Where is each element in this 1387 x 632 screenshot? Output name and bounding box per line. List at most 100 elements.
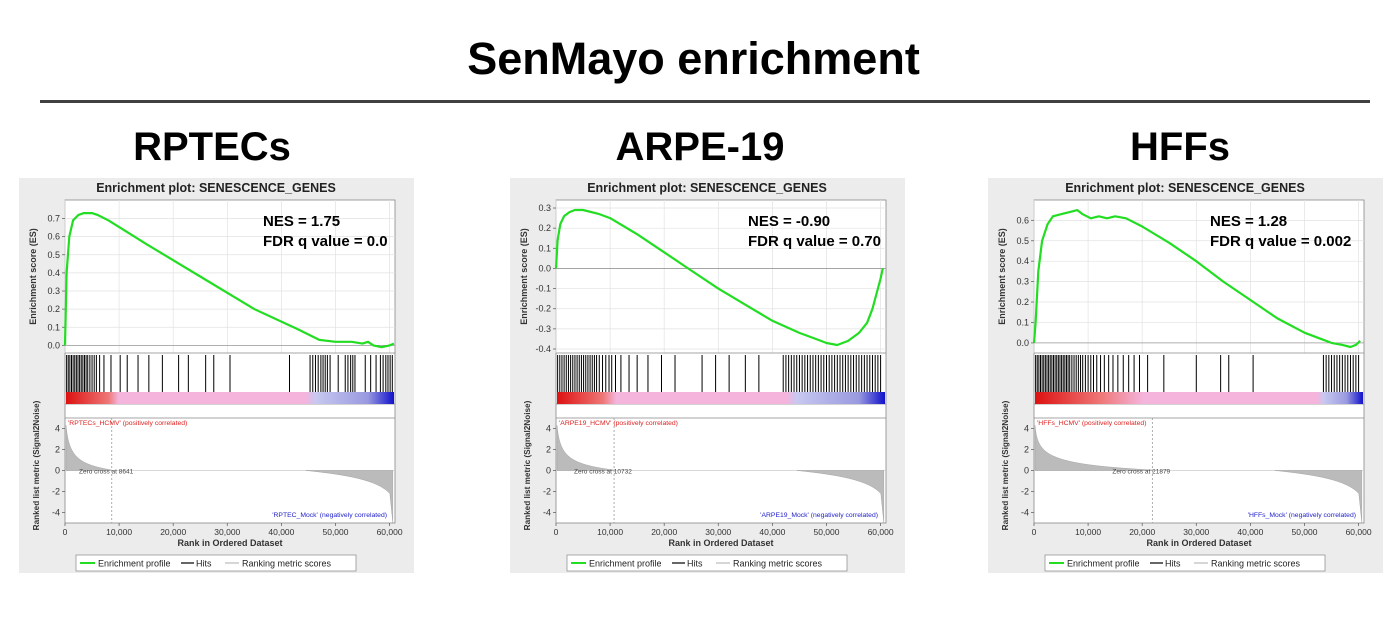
legend-label-metric: Ranking metric scores — [1211, 559, 1301, 569]
zero-cross-label: Zero cross at 21879 — [1112, 469, 1170, 476]
xtick-label: 40,000 — [1237, 527, 1263, 537]
xtick-label: 10,000 — [1075, 527, 1101, 537]
es-ylabel: Enrichment score (ES) — [997, 228, 1007, 325]
zero-cross-label: Zero cross at 10732 — [574, 469, 632, 476]
positive-correlation-label: 'RPTECs_HCMV' (positively correlated) — [68, 420, 187, 427]
xtick-label: 30,000 — [1183, 527, 1209, 537]
rank-color-bar — [66, 392, 394, 404]
metric-ytick-label: 0 — [1024, 466, 1029, 476]
xtick-label: 30,000 — [705, 527, 731, 537]
es-ytick-label: -0.4 — [535, 344, 551, 354]
es-ytick-label: -0.1 — [535, 284, 551, 294]
positive-correlation-label: 'ARPE19_HCMV' (positively correlated) — [559, 420, 678, 427]
es-ytick-label: 0.3 — [538, 203, 551, 213]
xtick-label: 20,000 — [1129, 527, 1155, 537]
es-ytick-label: 0.0 — [47, 340, 60, 350]
xtick-label: 20,000 — [651, 527, 677, 537]
es-ytick-label: 0.3 — [47, 286, 60, 296]
gsea-plot-arpe19: Enrichment plot: SENESCENCE_GENES 0.3 0.2 0… — [519, 181, 894, 572]
metric-ytick-label: 4 — [1024, 424, 1029, 434]
plot-area — [555, 199, 887, 524]
legend-label-hits: Hits — [687, 559, 703, 569]
nes-label: NES = -0.90 — [748, 213, 831, 230]
xlabel: Rank in Ordered Dataset — [177, 538, 282, 548]
chart-title: Enrichment plot: SENESCENCE_GENES — [1065, 181, 1305, 195]
stats-hffs: NES = 1.28 FDR q value = 0.002 — [1210, 212, 1351, 252]
cell-title-arpe19: ARPE-19 — [615, 125, 785, 169]
cell-title-rptecs: RPTECs — [133, 125, 291, 169]
metric-ylabel: Ranked list metric (Signal2Noise) — [1001, 400, 1010, 530]
enrichment-profile-line — [63, 211, 395, 349]
fdr-label: FDR q value = 0.002 — [1210, 233, 1352, 250]
xlabel: Rank in Ordered Dataset — [1146, 538, 1251, 548]
metric-area-negative — [305, 470, 394, 524]
xtick-label: 40,000 — [268, 527, 294, 537]
metric-area-negative — [796, 470, 885, 524]
es-ytick-label: 0.1 — [1016, 317, 1029, 327]
legend-label-enrichment: Enrichment profile — [1067, 559, 1140, 569]
enrichment-profile-line — [1032, 208, 1361, 349]
negative-correlation-label: 'HFFs_Mock' (negatively correlated) — [1248, 512, 1356, 519]
rank-color-bar — [557, 392, 885, 404]
gsea-plot-hffs: Enrichment plot: SENESCENCE_GENES 0.0 0.1 0… — [997, 181, 1372, 572]
es-ytick-label: 0.5 — [47, 250, 60, 260]
xtick-label: 20,000 — [160, 527, 186, 537]
es-ytick-label: 0.5 — [1016, 236, 1029, 246]
nes-label: NES = 1.75 — [263, 213, 341, 230]
rank-color-bar — [1035, 392, 1363, 404]
gsea-panel-hffs: Enrichment plot: SENESCENCE_GENES 0.0 0.1 0… — [988, 178, 1383, 573]
es-ytick-label: 0.1 — [538, 243, 551, 253]
xtick-label: 50,000 — [1291, 527, 1317, 537]
metric-ytick-label: 0 — [55, 466, 60, 476]
metric-area-negative — [1274, 470, 1363, 524]
metric-ylabel: Ranked list metric (Signal2Noise) — [523, 400, 532, 530]
legend-label-enrichment: Enrichment profile — [98, 559, 171, 569]
metric-ytick-label: -2 — [1021, 487, 1029, 497]
metric-area-positive — [65, 425, 112, 471]
gsea-panel-rptecs: Enrichment plot: SENESCENCE_GENES 0.0 0.1 0… — [19, 178, 414, 573]
gsea-plot-rptecs: Enrichment plot: SENESCENCE_GENES 0.0 0.1 0… — [28, 181, 403, 572]
legend-box — [1044, 554, 1326, 572]
es-ylabel: Enrichment score (ES) — [519, 228, 529, 325]
es-ytick-label: -0.2 — [535, 304, 551, 314]
es-ytick-label: 0.6 — [1016, 215, 1029, 225]
negative-correlation-label: 'RPTEC_Mock' (negatively correlated) — [272, 512, 387, 519]
metric-ytick-label: 4 — [546, 424, 551, 434]
xlabel: Rank in Ordered Dataset — [668, 538, 773, 548]
xtick-label: 60,000 — [868, 527, 894, 537]
fdr-label: FDR q value = 0.0 — [263, 233, 388, 250]
cell-title-hffs: HFFs — [1130, 125, 1230, 169]
metric-ytick-label: -4 — [1021, 508, 1029, 518]
es-ytick-label: 0.1 — [47, 322, 60, 332]
main-title: SenMayo enrichment — [467, 33, 920, 84]
positive-correlation-label: 'HFFs_HCMV' (positively correlated) — [1037, 420, 1146, 427]
metric-ytick-label: 0 — [546, 466, 551, 476]
legend-box — [75, 554, 357, 572]
xtick-label: 60,000 — [1346, 527, 1372, 537]
zero-cross-label: Zero cross at 8641 — [79, 469, 134, 476]
metric-ytick-label: 4 — [55, 424, 60, 434]
es-ytick-label: 0.6 — [47, 232, 60, 242]
xtick-label: 0 — [63, 527, 68, 537]
gsea-panel-arpe19: Enrichment plot: SENESCENCE_GENES 0.3 0.2 0… — [510, 178, 905, 573]
es-ytick-label: 0.3 — [1016, 277, 1029, 287]
legend-label-metric: Ranking metric scores — [733, 559, 823, 569]
es-ytick-label: 0.2 — [47, 304, 60, 314]
es-ytick-label: 0.2 — [538, 223, 551, 233]
xtick-label: 50,000 — [322, 527, 348, 537]
metric-ytick-label: -2 — [543, 487, 551, 497]
metric-ytick-label: -4 — [52, 508, 60, 518]
es-ytick-label: 0.2 — [1016, 297, 1029, 307]
title-divider — [40, 100, 1370, 103]
es-ytick-label: 0.4 — [47, 268, 60, 278]
metric-ytick-label: -4 — [543, 508, 551, 518]
es-ytick-label: -0.3 — [535, 324, 551, 334]
xtick-label: 40,000 — [759, 527, 785, 537]
xtick-label: 50,000 — [813, 527, 839, 537]
xtick-label: 10,000 — [597, 527, 623, 537]
legend-label-hits: Hits — [1165, 559, 1181, 569]
metric-area-positive — [556, 425, 615, 471]
chart-title: Enrichment plot: SENESCENCE_GENES — [587, 181, 827, 195]
es-ytick-label: 0.0 — [1016, 338, 1029, 348]
xtick-label: 60,000 — [377, 527, 403, 537]
